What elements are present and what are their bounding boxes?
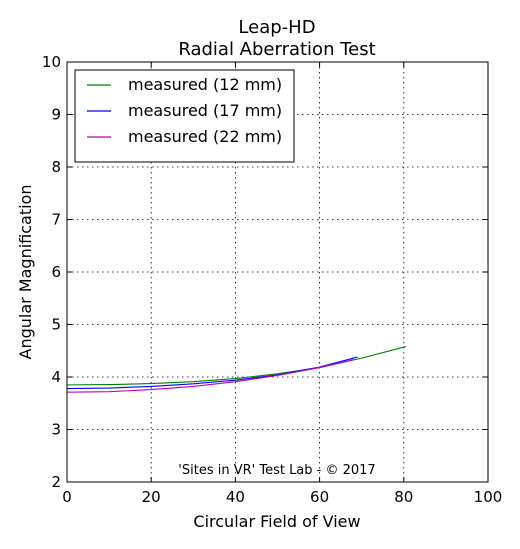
- x-tick-label: 60: [310, 488, 329, 506]
- chart-title: Leap-HD: [238, 17, 315, 38]
- legend-entry: measured (17 mm): [128, 101, 282, 120]
- legend-box: [74, 69, 295, 163]
- x-tick-label: 100: [474, 488, 503, 506]
- legend-entry: measured (22 mm): [128, 127, 282, 146]
- legend: measured (12 mm) measured (17 mm) measured…: [74, 69, 295, 163]
- y-tick-label: 7: [51, 211, 61, 229]
- x-tick-label: 80: [394, 488, 413, 506]
- x-tick-label: 20: [142, 488, 161, 506]
- y-tick-label: 5: [51, 316, 61, 334]
- x-tick-label: 0: [62, 488, 72, 506]
- y-tick-label: 2: [51, 473, 61, 491]
- y-tick-label: 10: [42, 53, 61, 71]
- plot-frame: [66, 61, 489, 483]
- y-tick-label: 9: [51, 106, 61, 124]
- y-tick-label: 4: [51, 368, 61, 386]
- y-axis-label: Angular Magnification: [16, 185, 35, 360]
- y-tick-label: 3: [51, 421, 61, 439]
- legend-entry: measured (12 mm): [128, 75, 282, 94]
- y-tick-label: 8: [51, 158, 61, 176]
- series-line-3: [66, 359, 354, 393]
- chart-annotation: 'Sites in VR' Test Lab - © 2017: [178, 463, 375, 478]
- series-layer: [66, 346, 407, 393]
- x-tick-label: 40: [226, 488, 245, 506]
- chart-subtitle: Radial Aberration Test: [178, 39, 375, 60]
- y-tick-label: 6: [51, 263, 61, 281]
- x-axis-label: Circular Field of View: [193, 512, 360, 531]
